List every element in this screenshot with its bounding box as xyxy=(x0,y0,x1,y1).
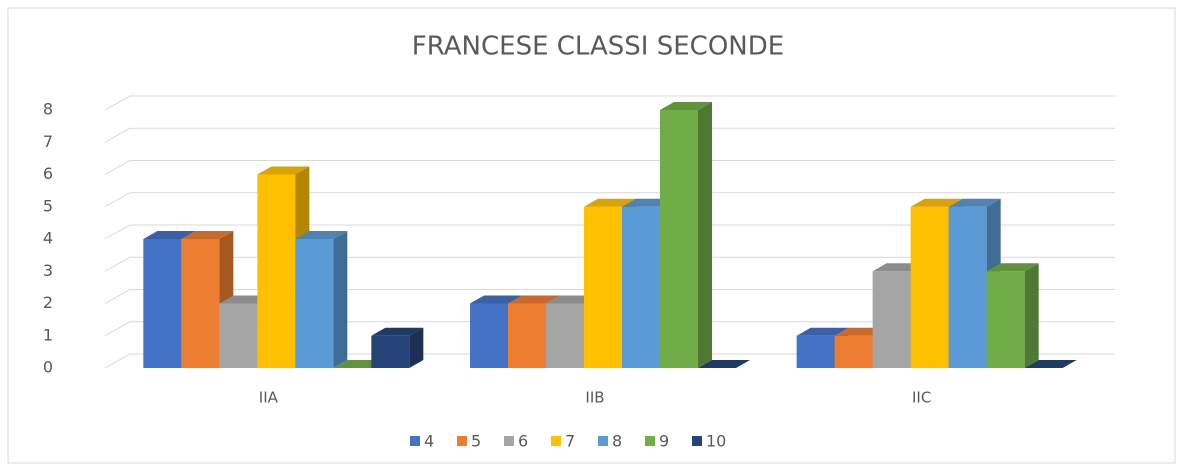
bar-top xyxy=(295,231,348,239)
bar-front xyxy=(834,335,873,368)
bar xyxy=(660,102,712,368)
grid-line xyxy=(104,127,1115,143)
bar-top xyxy=(508,295,560,304)
bar-front xyxy=(660,110,698,368)
grid-line xyxy=(104,224,1115,240)
bar xyxy=(986,263,1039,368)
y-tick-label: 7 xyxy=(43,132,53,151)
legend-swatch xyxy=(551,436,561,446)
chart-title: FRANCESE CLASSI SECONDE xyxy=(412,32,784,62)
bar-top xyxy=(796,327,849,336)
legend-label: 8 xyxy=(612,432,622,451)
bar-front xyxy=(622,206,660,368)
x-tick-label: IIA xyxy=(259,389,279,407)
legend-swatch xyxy=(504,436,514,446)
bar xyxy=(1024,360,1077,368)
y-tick-label: 4 xyxy=(43,229,53,248)
bar-top xyxy=(986,263,1039,272)
grid-line xyxy=(104,321,1115,337)
bar-side xyxy=(1024,263,1039,368)
legend-label: 10 xyxy=(706,432,726,451)
bar-top xyxy=(257,166,310,175)
bar xyxy=(371,327,424,368)
bar-side xyxy=(333,231,348,368)
legend-label: 7 xyxy=(565,432,575,451)
x-tick-label: IIC xyxy=(912,389,931,407)
bar-front xyxy=(181,239,220,368)
legend-swatch xyxy=(692,436,702,446)
bar-front xyxy=(872,271,911,368)
y-tick-label: 8 xyxy=(43,100,53,119)
legend-swatch xyxy=(457,436,467,446)
legend-label: 6 xyxy=(518,432,528,451)
bar-front xyxy=(508,303,546,368)
bar-top xyxy=(371,327,424,336)
legend-swatch xyxy=(598,436,608,446)
bar-front xyxy=(257,174,296,368)
bar-front xyxy=(910,206,949,368)
grid-line xyxy=(104,289,1115,304)
bar-top xyxy=(910,198,963,207)
y-tick-label: 2 xyxy=(43,293,53,312)
grid-line xyxy=(104,95,1115,111)
bar-front xyxy=(584,206,622,368)
bar-front xyxy=(796,335,835,368)
grid-line xyxy=(104,192,1115,208)
bar-front xyxy=(143,239,182,368)
bar-top xyxy=(1024,360,1077,368)
y-tick-label: 0 xyxy=(43,358,53,377)
legend-swatch xyxy=(410,436,420,446)
bar-front xyxy=(986,271,1025,368)
bar-front xyxy=(470,303,508,368)
bar-top xyxy=(698,360,750,368)
bar-front xyxy=(948,206,987,368)
legend-label: 4 xyxy=(424,432,434,451)
grid-line xyxy=(104,256,1115,272)
bar xyxy=(698,360,750,368)
y-tick-label: 3 xyxy=(43,261,53,280)
legend-label: 5 xyxy=(471,432,481,451)
bar-top xyxy=(948,198,1001,207)
y-tick-label: 6 xyxy=(43,164,53,183)
bar-front xyxy=(295,239,334,368)
grid-line xyxy=(104,353,1115,369)
grid-line xyxy=(104,160,1115,175)
legend-swatch xyxy=(645,436,655,446)
bar-top xyxy=(660,102,712,110)
bar-front xyxy=(371,335,410,368)
bar-top xyxy=(584,198,636,207)
bar-front xyxy=(219,303,258,368)
bar-top xyxy=(143,231,196,239)
bar-side xyxy=(698,102,712,368)
legend-label: 9 xyxy=(659,432,669,451)
bar-front xyxy=(546,303,584,368)
bar-top xyxy=(470,295,522,304)
y-tick-label: 1 xyxy=(43,325,53,344)
bar xyxy=(295,231,348,368)
x-tick-label: IIB xyxy=(585,389,604,407)
bar-side xyxy=(409,327,424,368)
y-tick-label: 5 xyxy=(43,196,53,215)
bar-top xyxy=(181,231,234,239)
